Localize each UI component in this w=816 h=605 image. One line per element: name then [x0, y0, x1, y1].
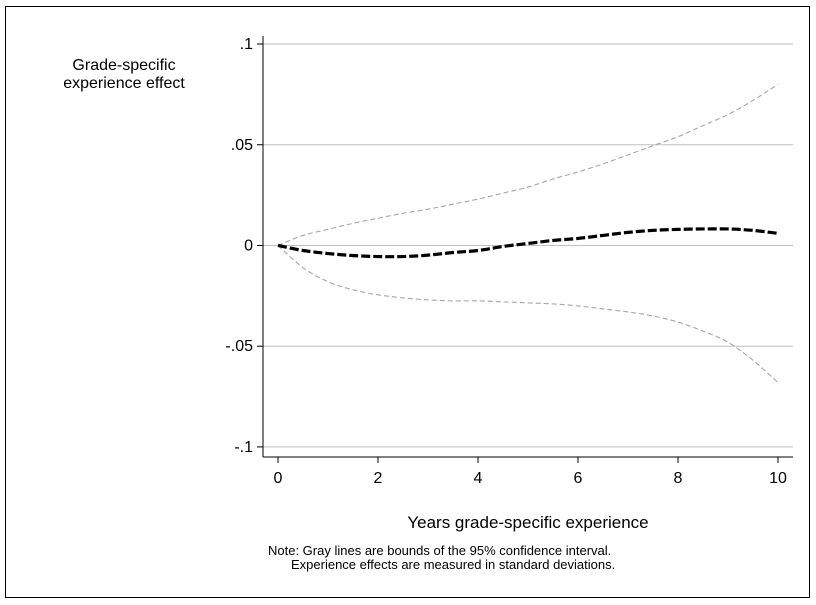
series-layer [277, 83, 779, 383]
x-tick-label: 0 [274, 470, 283, 487]
y-tick-label: -.05 [225, 338, 253, 355]
grid-layer [263, 43, 793, 448]
x-axis-label: Years grade-specific experience [407, 513, 649, 532]
x-tick-label: 4 [474, 470, 483, 487]
series-line-lower-bound [277, 245, 779, 383]
x-tick-label: 10 [769, 470, 787, 487]
y-tick-label: .05 [231, 137, 253, 154]
series-line-upper-bound [277, 83, 779, 246]
y-tick-label: .1 [240, 36, 253, 53]
x-tick-label: 6 [574, 470, 583, 487]
y-tick-label: 0 [244, 237, 253, 254]
x-tick-label: 8 [674, 470, 683, 487]
y-axis-label-line-1: Grade-specific [72, 57, 176, 74]
x-tick-label: 2 [374, 470, 383, 487]
axis-layer: .1 .05 0 -.05 -.1 0 2 4 6 8 10 [225, 36, 793, 487]
note-line-2: Experience effects are measured in stand… [291, 557, 616, 572]
note-line-1: Note: Gray lines are bounds of the 95% c… [268, 543, 612, 558]
y-axis-label-line-2: experience effect [63, 75, 185, 92]
y-tick-label: -.1 [234, 439, 253, 456]
series-line-estimate [277, 227, 779, 259]
figure-frame [5, 6, 810, 598]
